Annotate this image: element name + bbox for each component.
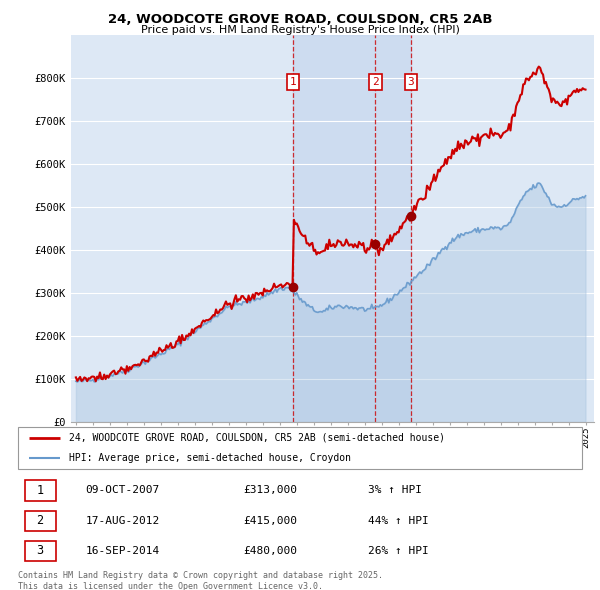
Text: 24, WOODCOTE GROVE ROAD, COULSDON, CR5 2AB (semi-detached house): 24, WOODCOTE GROVE ROAD, COULSDON, CR5 2… bbox=[69, 432, 445, 442]
Text: £313,000: £313,000 bbox=[244, 486, 298, 496]
FancyBboxPatch shape bbox=[25, 510, 56, 531]
Text: 1: 1 bbox=[37, 484, 44, 497]
Text: 3% ↑ HPI: 3% ↑ HPI bbox=[368, 486, 422, 496]
Bar bbox=[293, 35, 411, 422]
Text: 26% ↑ HPI: 26% ↑ HPI bbox=[368, 546, 428, 556]
Text: 3: 3 bbox=[37, 545, 44, 558]
Text: 44% ↑ HPI: 44% ↑ HPI bbox=[368, 516, 428, 526]
Text: 16-SEP-2014: 16-SEP-2014 bbox=[86, 546, 160, 556]
Text: Contains HM Land Registry data © Crown copyright and database right 2025.
This d: Contains HM Land Registry data © Crown c… bbox=[18, 571, 383, 590]
Text: 3: 3 bbox=[407, 77, 414, 87]
Text: 09-OCT-2007: 09-OCT-2007 bbox=[86, 486, 160, 496]
FancyBboxPatch shape bbox=[25, 480, 56, 500]
Text: 2: 2 bbox=[372, 77, 379, 87]
FancyBboxPatch shape bbox=[18, 427, 582, 469]
Text: £415,000: £415,000 bbox=[244, 516, 298, 526]
Text: 1: 1 bbox=[289, 77, 296, 87]
Text: 2: 2 bbox=[37, 514, 44, 527]
Text: Price paid vs. HM Land Registry's House Price Index (HPI): Price paid vs. HM Land Registry's House … bbox=[140, 25, 460, 35]
Text: HPI: Average price, semi-detached house, Croydon: HPI: Average price, semi-detached house,… bbox=[69, 453, 351, 463]
Text: 24, WOODCOTE GROVE ROAD, COULSDON, CR5 2AB: 24, WOODCOTE GROVE ROAD, COULSDON, CR5 2… bbox=[108, 13, 492, 26]
Text: 17-AUG-2012: 17-AUG-2012 bbox=[86, 516, 160, 526]
Text: £480,000: £480,000 bbox=[244, 546, 298, 556]
FancyBboxPatch shape bbox=[25, 541, 56, 561]
